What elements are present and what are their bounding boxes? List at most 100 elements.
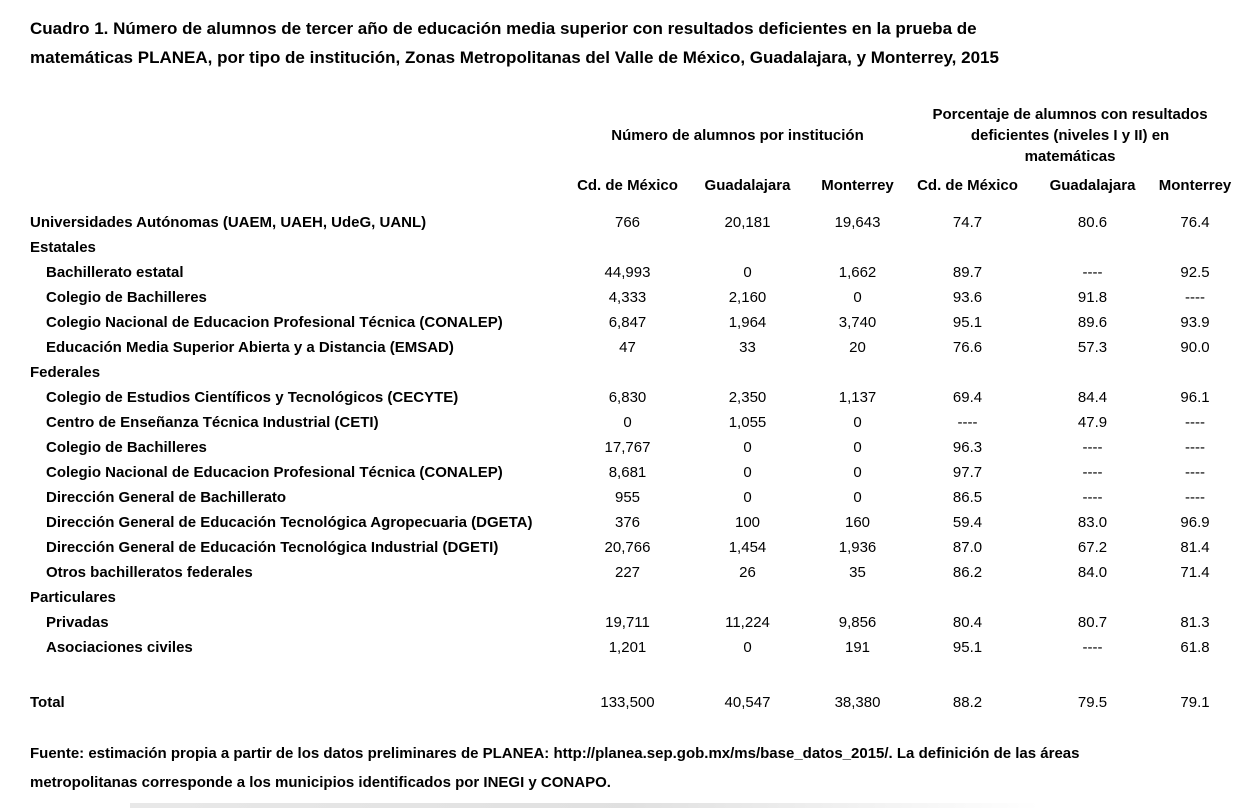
row-label: Privadas xyxy=(46,614,109,631)
cell-value: 44,993 xyxy=(604,264,651,281)
cell-value: 20,766 xyxy=(604,539,651,556)
cell-value: 26 xyxy=(739,564,756,581)
cell-value: 71.4 xyxy=(1180,564,1210,581)
table-row: Colegio de Bachilleres 17,767 0 0 96.3 ---- --… xyxy=(30,435,1240,460)
cell-value: ---- xyxy=(1185,289,1206,306)
row-label: Colegio de Bachilleres xyxy=(46,439,207,456)
source-note-line2: metropolitanas corresponde a los municip… xyxy=(30,774,611,791)
cell-value: 227 xyxy=(614,564,641,581)
cell-value: 89.6 xyxy=(1077,314,1108,331)
cell-value xyxy=(900,660,1035,690)
column-group-porcentaje-line2: deficientes (niveles I y II) en xyxy=(970,127,1170,144)
cell-value xyxy=(680,585,815,610)
cell-value xyxy=(1035,360,1150,385)
cell-value: 97.7 xyxy=(952,464,983,481)
row-label: Colegio Nacional de Educacion Profesiona… xyxy=(46,314,503,331)
cell-value: 6,830 xyxy=(608,389,647,406)
row-label: Colegio de Estudios Científicos y Tecnol… xyxy=(46,389,459,406)
cell-value xyxy=(575,360,680,385)
source-note-line1: Fuente: estimación propia a partir de lo… xyxy=(30,745,1080,762)
cell-value: 87.0 xyxy=(952,539,983,556)
cell-value: 57.3 xyxy=(1077,339,1108,356)
table-row: Dirección General de Bachillerato 955 0 0 86… xyxy=(30,485,1240,510)
city-header-row: Cd. de México Guadalajara Monterrey Cd. de … xyxy=(30,177,1240,210)
cell-value: 76.4 xyxy=(1180,214,1210,231)
cell-value xyxy=(575,660,680,690)
cell-value: ---- xyxy=(957,414,978,431)
cell-value: 96.3 xyxy=(952,439,983,456)
cell-value: 84.4 xyxy=(1077,389,1108,406)
cell-value: 79.1 xyxy=(1180,694,1210,711)
cell-value: ---- xyxy=(1185,414,1206,431)
cell-value: 19,711 xyxy=(605,614,650,631)
cell-value: 376 xyxy=(614,514,641,531)
cell-value: 20 xyxy=(849,339,866,356)
cell-value: 0 xyxy=(743,639,752,656)
cell-value: 9,856 xyxy=(838,614,877,631)
cell-value: 11,224 xyxy=(725,614,770,631)
cell-value: 93.6 xyxy=(952,289,983,306)
cell-value: 1,662 xyxy=(838,264,877,281)
cell-value xyxy=(680,235,815,260)
cell-value: 61.8 xyxy=(1180,639,1210,656)
table-row: Asociaciones civiles 1,201 0 191 95.1 ---- 61.… xyxy=(30,635,1240,660)
table-title-line1: Cuadro 1. Número de alumnos de tercer añ… xyxy=(30,19,977,38)
results-table: Número de alumnos por institución Porcen… xyxy=(30,100,1240,715)
row-label: Dirección General de Educación Tecnológi… xyxy=(46,539,499,556)
cell-value: 0 xyxy=(743,464,752,481)
cell-value: 92.5 xyxy=(1180,264,1210,281)
table-row: Centro de Enseñanza Técnica Industrial (… xyxy=(30,410,1240,435)
cell-value xyxy=(815,360,900,385)
cell-value: 20,181 xyxy=(724,214,771,231)
cell-value xyxy=(1035,660,1150,690)
table-row: Privadas 19,711 11,224 9,856 80.4 80.7 81.3 xyxy=(30,610,1240,635)
label-column-spacer xyxy=(30,177,575,210)
cell-value: 81.3 xyxy=(1180,614,1210,631)
cell-value: 89.7 xyxy=(952,264,983,281)
cell-value xyxy=(1150,360,1240,385)
cell-value: 955 xyxy=(614,489,641,506)
cell-value: 40,547 xyxy=(724,694,771,711)
label-column-spacer xyxy=(30,100,575,177)
cell-value: 1,055 xyxy=(728,414,767,431)
cell-value: ---- xyxy=(1082,264,1103,281)
cell-value: 0 xyxy=(623,414,632,431)
total-row: Total 133,500 40,547 38,380 88.2 79.5 79.1 xyxy=(30,690,1240,715)
cell-value: 766 xyxy=(614,214,641,231)
cell-value: 160 xyxy=(844,514,871,531)
cell-value: 3,740 xyxy=(838,314,877,331)
cell-value: 38,380 xyxy=(834,694,881,711)
cell-value: 8,681 xyxy=(608,464,647,481)
row-label: Otros bachilleratos federales xyxy=(46,564,253,581)
cell-value: 0 xyxy=(853,414,862,431)
row-label: Colegio Nacional de Educacion Profesiona… xyxy=(46,464,503,481)
cell-value: 2,350 xyxy=(728,389,767,406)
cell-value xyxy=(1150,585,1240,610)
row-label: Federales xyxy=(30,364,101,381)
cell-value: 59.4 xyxy=(952,514,983,531)
city-header-1: Guadalajara xyxy=(704,177,791,194)
city-header-5: Monterrey xyxy=(1158,177,1232,194)
city-header-3: Cd. de México xyxy=(917,177,1018,194)
cell-value: ---- xyxy=(1185,489,1206,506)
cell-value: 19,643 xyxy=(834,214,881,231)
row-label xyxy=(30,660,575,690)
cell-value: 17,767 xyxy=(604,439,651,456)
column-group-header-row: Número de alumnos por institución Porcen… xyxy=(30,100,1240,177)
cell-value: 80.6 xyxy=(1077,214,1108,231)
table-row: Colegio de Estudios Científicos y Tecnol… xyxy=(30,385,1240,410)
column-group-porcentaje-line3: matemáticas xyxy=(1024,148,1116,165)
cell-value: 96.9 xyxy=(1180,514,1210,531)
cell-value: 1,936 xyxy=(838,539,877,556)
table-row: Colegio Nacional de Educacion Profesiona… xyxy=(30,310,1240,335)
cell-value: 35 xyxy=(849,564,866,581)
table-row: Educación Media Superior Abierta y a Dis… xyxy=(30,335,1240,360)
table-row: Bachillerato estatal 44,993 0 1,662 89.7 ----… xyxy=(30,260,1240,285)
cell-value: ---- xyxy=(1082,489,1103,506)
cell-value: 90.0 xyxy=(1180,339,1210,356)
table-row: Colegio de Bachilleres 4,333 2,160 0 93.6 91.… xyxy=(30,285,1240,310)
cell-value: ---- xyxy=(1082,639,1103,656)
row-label: Total xyxy=(30,694,65,711)
bottom-shadow-strip xyxy=(130,803,1040,808)
spacer-row xyxy=(30,660,1240,690)
